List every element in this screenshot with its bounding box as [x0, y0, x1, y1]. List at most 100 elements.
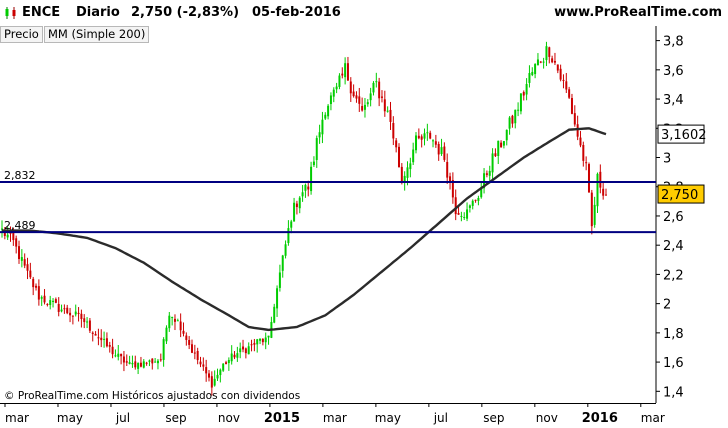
horizontal-levels[interactable]: 2,832 2,489 [0, 169, 656, 234]
candle-body [570, 98, 573, 114]
candle-body [329, 95, 332, 105]
candle-body [576, 124, 579, 137]
candle-body [602, 188, 605, 196]
candle-body [409, 163, 412, 170]
tab-sma-200[interactable]: MM (Simple 200) [44, 26, 150, 43]
candle-body [80, 313, 83, 320]
candle-body [389, 109, 392, 122]
sma-200-line [2, 127, 607, 332]
candle-body [154, 361, 157, 363]
candle-body [497, 140, 500, 156]
candle-body [372, 82, 375, 93]
candle-body [88, 320, 91, 331]
candle-body [222, 363, 225, 371]
candle-body [159, 359, 162, 361]
candle-body [565, 81, 568, 90]
candle-body [97, 337, 100, 339]
candle-body [57, 303, 60, 312]
candle-body [321, 119, 324, 135]
last-price-badge-label: 2,750 [661, 188, 698, 203]
candle-body [324, 114, 327, 119]
candle-body [451, 180, 454, 198]
candle-body [352, 91, 355, 97]
candle-body [151, 358, 154, 364]
x-tick-label: mar [641, 411, 665, 425]
candle-body [522, 92, 525, 96]
candle-body [20, 257, 23, 261]
candle-body [568, 89, 571, 98]
candle-body [182, 330, 185, 334]
candle-body [199, 361, 202, 365]
site-link[interactable]: www.ProRealTime.com [554, 5, 722, 20]
candle-body [386, 110, 389, 112]
candle-body [227, 359, 230, 364]
sma-badge-label: 3,1602 [661, 128, 707, 143]
candle-body [37, 286, 40, 300]
candle-body [483, 173, 486, 189]
candle-body [131, 362, 134, 365]
candle-body [256, 339, 259, 345]
candle-body [71, 315, 74, 317]
ticker-symbol: ENCE [22, 5, 61, 20]
candle-body [468, 205, 471, 208]
candle-body [573, 113, 576, 125]
candle-body [32, 278, 35, 288]
candle-body [454, 197, 457, 215]
candle-body [437, 143, 440, 155]
candle-body [485, 173, 488, 175]
candle-body [534, 64, 537, 75]
candle-body [426, 132, 429, 134]
candle-body [242, 346, 245, 350]
tab-price[interactable]: Precio [0, 26, 43, 43]
candle-body [122, 356, 125, 363]
candle-body [156, 360, 159, 364]
candle-body [205, 367, 208, 374]
candle-body [488, 170, 491, 176]
candle-body [579, 137, 582, 146]
candle-body [66, 307, 69, 314]
candle-body [545, 46, 548, 61]
candle-body [261, 339, 264, 343]
candle-body [519, 93, 522, 112]
candle-body [23, 259, 26, 266]
candle-body [500, 142, 503, 148]
candle-body [250, 344, 253, 346]
candle-body [190, 344, 193, 353]
candle-body [142, 361, 145, 368]
candle-body [46, 303, 49, 305]
candle-body [185, 335, 188, 340]
candle-body [253, 342, 256, 345]
x-tick-label: sep [483, 411, 504, 425]
quote-date: 05-feb-2016 [252, 5, 341, 20]
candle-body [165, 327, 168, 342]
candle-body [18, 246, 21, 260]
candle-body [415, 135, 418, 151]
candle-body [599, 171, 602, 188]
candle-body [137, 363, 140, 369]
candle-body [315, 138, 318, 160]
last-price-change: 2,750 (-2,83%) [131, 5, 240, 20]
candle-body [173, 318, 176, 322]
candle-body [298, 197, 301, 209]
x-tick-label: nov [536, 411, 558, 425]
candle-body [267, 335, 270, 338]
candle-body [502, 141, 505, 146]
candle-body [511, 115, 514, 124]
candle-body [43, 295, 46, 303]
candle-body [40, 297, 43, 299]
candle-body [12, 231, 15, 241]
candle-body [1, 228, 3, 230]
candle-body [54, 299, 57, 303]
candle-body [196, 350, 199, 361]
candle-body [29, 270, 32, 278]
plot-frame [0, 26, 657, 404]
candle-body [52, 300, 55, 302]
candle-body [383, 99, 386, 112]
candle-body [605, 194, 607, 196]
candle-body [210, 376, 213, 388]
x-axis: mar may jul sep nov 2015 mar may jul sep nov 2016 ma… [4, 403, 665, 426]
candle-body [335, 86, 338, 90]
sma-badge-box [657, 124, 705, 144]
candle-body [327, 105, 330, 117]
